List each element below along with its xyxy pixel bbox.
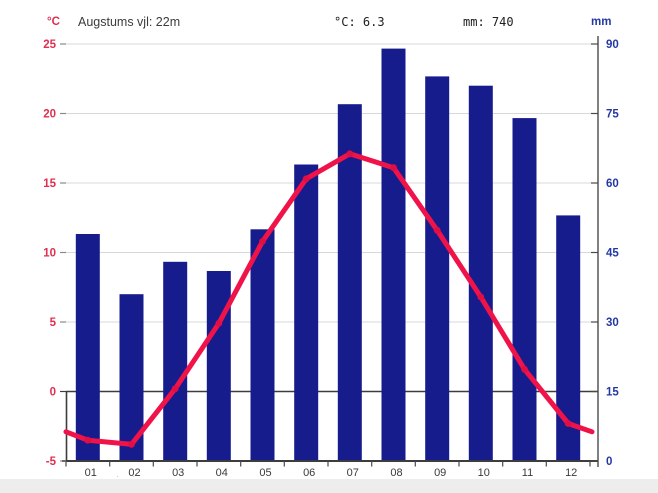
- left-axis-unit-label: °C: [47, 16, 60, 28]
- right-axis-tick-label-0: 0: [606, 456, 612, 468]
- temp-marker-10: [477, 293, 485, 301]
- precip-bar-09: [425, 76, 450, 462]
- month-label-07: 07: [347, 467, 359, 479]
- right-axis-tick-label-45: 45: [606, 248, 619, 260]
- mean-temperature-annotation: °C: 6.3: [334, 15, 385, 29]
- temp-marker-11: [521, 365, 528, 373]
- right-axis-tick-label-90: 90: [606, 39, 619, 51]
- chart-title-altitude: Augstums vjl: 22m: [78, 15, 181, 29]
- temp-marker-05: [259, 238, 266, 245]
- temp-marker-04: [215, 320, 223, 327]
- temp-marker-12: [564, 420, 572, 427]
- month-label-12: 12: [565, 467, 577, 479]
- temp-marker-08: [390, 164, 397, 172]
- right-axis-unit-label: mm: [591, 16, 612, 28]
- left-axis-tick-label-20: 20: [43, 109, 56, 121]
- chart-canvas: 90 75 60 45 30 15 0 25 20 15 10 5 0 -5 01 02 03 04 05 06 07 0…: [43, 36, 619, 479]
- left-axis-tick-label--5: -5: [46, 456, 57, 468]
- temperature-line: [63, 151, 595, 447]
- climate-chart: 90 75 60 45 30 15 0 25 20 15 10 5 0 -5 01 02 03 04 05 06 07 0…: [43, 36, 619, 479]
- right-axis-tick-label-60: 60: [606, 178, 619, 190]
- precip-bar-10: [468, 85, 493, 461]
- precip-bar-11: [512, 118, 537, 461]
- annual-precipitation-annotation: mm: 740: [463, 15, 514, 29]
- precip-bar-03: [163, 261, 188, 461]
- precip-bar-07: [337, 104, 362, 461]
- bottom-gray-strip: [0, 479, 658, 493]
- cropped-watermark-artifact: · ·: [116, 471, 141, 482]
- temp-marker-03: [171, 385, 179, 393]
- precip-bar-04: [206, 271, 231, 461]
- left-axis-tick-label-15: 15: [43, 178, 56, 190]
- left-axis-tick-label-10: 10: [43, 248, 56, 260]
- month-label-03: 03: [172, 467, 184, 479]
- right-axis-tick-label-30: 30: [606, 317, 619, 329]
- temp-marker-01: [84, 436, 92, 444]
- month-label-10: 10: [478, 467, 490, 479]
- left-axis-tick-label-5: 5: [50, 317, 57, 329]
- precip-bar-06: [294, 164, 319, 461]
- precip-bar-08: [381, 48, 406, 461]
- month-label-04: 04: [216, 467, 228, 479]
- month-label-02: 02: [128, 467, 140, 479]
- left-axis-tick-label-25: 25: [43, 39, 56, 51]
- left-axis-tick-label-0: 0: [50, 387, 56, 399]
- month-label-09: 09: [434, 467, 446, 479]
- temp-marker-02: [128, 440, 135, 448]
- temp-marker-06: [302, 175, 310, 183]
- precip-bar-05: [250, 229, 275, 461]
- temp-marker-09: [433, 226, 441, 234]
- temp-marker-07: [346, 150, 354, 158]
- right-axis-tick-label-75: 75: [606, 109, 619, 121]
- month-label-08: 08: [390, 467, 402, 479]
- precip-bar-01: [75, 234, 100, 461]
- month-label-05: 05: [259, 467, 271, 479]
- right-axis-tick-label-15: 15: [606, 387, 619, 399]
- month-label-06: 06: [303, 467, 315, 479]
- month-label-11: 11: [522, 467, 533, 479]
- month-label-01: 01: [85, 467, 97, 479]
